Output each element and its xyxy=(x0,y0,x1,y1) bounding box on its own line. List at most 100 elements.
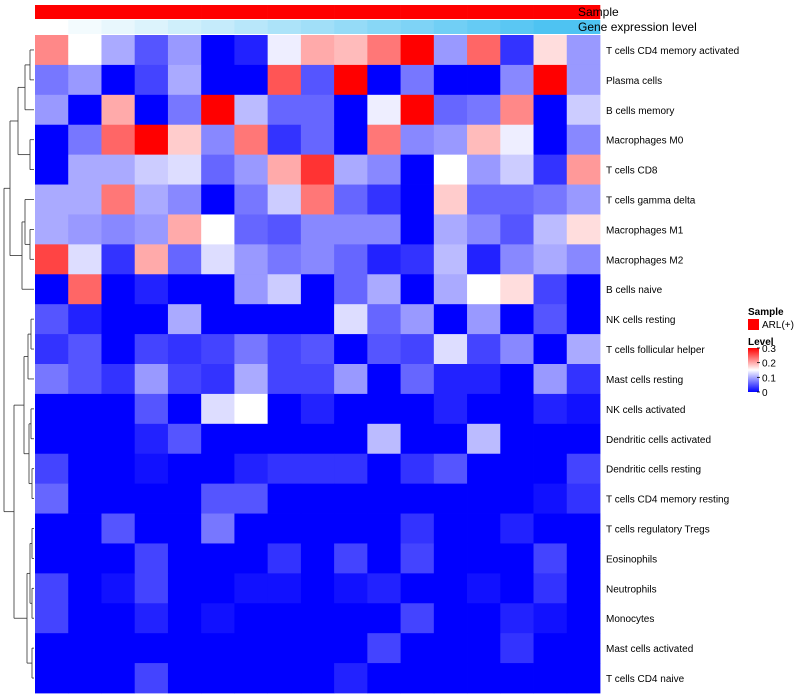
heatmap-cell xyxy=(201,334,235,365)
heatmap-cell xyxy=(467,334,501,365)
heatmap-cell xyxy=(101,274,136,305)
annotation-bars xyxy=(35,5,601,34)
heatmap-cell xyxy=(35,483,69,514)
heatmap-cell xyxy=(500,423,534,455)
heatmap-cell xyxy=(267,633,302,664)
heatmap-cell xyxy=(35,513,69,544)
heatmap-cell xyxy=(433,364,468,395)
sample-annotation-cell xyxy=(334,5,368,19)
heatmap-cell xyxy=(68,393,102,425)
heatmap-cell xyxy=(68,513,102,544)
heatmap-cell xyxy=(134,184,169,215)
heatmap-cell xyxy=(101,483,136,514)
heatmap-cell xyxy=(433,184,468,215)
heatmap-cell xyxy=(533,35,568,66)
heatmap-cell xyxy=(400,603,435,634)
heatmap-cell xyxy=(201,423,235,455)
heatmap-cell xyxy=(400,334,435,365)
heatmap-cell xyxy=(201,453,235,485)
heatmap-cell xyxy=(267,543,302,574)
heatmap-cell xyxy=(101,35,136,66)
heatmap-cell xyxy=(367,184,401,215)
heatmap-cell xyxy=(433,633,468,664)
heatmap-cell xyxy=(267,603,302,634)
sample-annotation-cell xyxy=(35,5,69,19)
heatmap-cell xyxy=(68,603,102,634)
heatmap-cell xyxy=(433,35,468,66)
heatmap-cell xyxy=(566,483,601,514)
heatmap-cell xyxy=(300,184,335,215)
sample-annotation-cell xyxy=(101,5,136,19)
heatmap-cell xyxy=(267,423,302,455)
heatmap-cell xyxy=(101,573,136,604)
row-labels: T cells CD4 memory activated Plasma cells… xyxy=(606,46,739,685)
heatmap-cell xyxy=(201,603,235,634)
heatmap-cell xyxy=(267,184,302,215)
heatmap-cell xyxy=(300,393,335,425)
heatmap-cell xyxy=(35,124,69,156)
heatmap-cell xyxy=(533,663,568,694)
heatmap-cell xyxy=(134,334,169,365)
heatmap-cell xyxy=(167,184,202,215)
heatmap-cell xyxy=(533,633,568,664)
heatmap-cell xyxy=(201,214,235,245)
heatmap-cell xyxy=(500,184,534,215)
heatmap-cell xyxy=(566,184,601,215)
heatmap-cell xyxy=(167,423,202,455)
heatmap-cell xyxy=(433,214,468,245)
heatmap-cell xyxy=(533,94,568,126)
heatmap-cell xyxy=(201,364,235,395)
heatmap-cell xyxy=(334,244,368,275)
heatmap-cell xyxy=(35,633,69,664)
heatmap-cell xyxy=(167,124,202,156)
heatmap-cell xyxy=(400,184,435,215)
heatmap-cell xyxy=(167,573,202,604)
heatmap-cell xyxy=(533,154,568,185)
heatmap-cells xyxy=(35,35,601,694)
heatmap-cell xyxy=(400,64,435,96)
legend-tick-label: 0.3 xyxy=(762,344,776,355)
heatmap-cell xyxy=(134,244,169,275)
gene-expression-annotation-cell xyxy=(367,20,401,34)
heatmap-cell xyxy=(467,573,501,604)
heatmap-cell xyxy=(334,543,368,574)
heatmap-cell xyxy=(467,364,501,395)
heatmap-cell xyxy=(300,154,335,185)
heatmap-cell xyxy=(533,274,568,305)
heatmap-cell xyxy=(433,483,468,514)
heatmap-cell xyxy=(68,334,102,365)
legend: Sample ARL(+) Level 0.3 0.2 0.1 0 xyxy=(748,307,794,399)
heatmap-cell xyxy=(35,184,69,215)
heatmap-cell xyxy=(234,94,269,126)
heatmap-cell xyxy=(101,513,136,544)
row-label: Mast cells activated xyxy=(606,644,693,655)
gene-expression-annotation-cell xyxy=(68,20,102,34)
heatmap-cell xyxy=(334,334,368,365)
row-label: Macrophages M2 xyxy=(606,255,684,266)
legend-level-ticks: 0.3 0.2 0.1 0 xyxy=(757,344,776,399)
heatmap-cell xyxy=(35,663,69,694)
heatmap-cell xyxy=(35,214,69,245)
heatmap-cell xyxy=(566,304,601,335)
heatmap-cell xyxy=(234,603,269,634)
heatmap-cell xyxy=(234,184,269,215)
heatmap-cell xyxy=(101,393,136,425)
heatmap-cell xyxy=(334,184,368,215)
heatmap-cell xyxy=(533,423,568,455)
heatmap-cell xyxy=(134,573,169,604)
heatmap-cell xyxy=(201,274,235,305)
heatmap-cell xyxy=(234,35,269,66)
heatmap-cell xyxy=(367,124,401,156)
heatmap-cell xyxy=(234,393,269,425)
heatmap-cell xyxy=(68,184,102,215)
heatmap-cell xyxy=(267,64,302,96)
heatmap-cell xyxy=(68,214,102,245)
heatmap-cell xyxy=(533,393,568,425)
heatmap-cell xyxy=(367,94,401,126)
heatmap-cell xyxy=(433,274,468,305)
sample-annotation-cell xyxy=(300,5,335,19)
heatmap-cell xyxy=(334,423,368,455)
heatmap-cell xyxy=(101,124,136,156)
heatmap-cell xyxy=(467,423,501,455)
gene-expression-annotation-cell xyxy=(433,20,468,34)
